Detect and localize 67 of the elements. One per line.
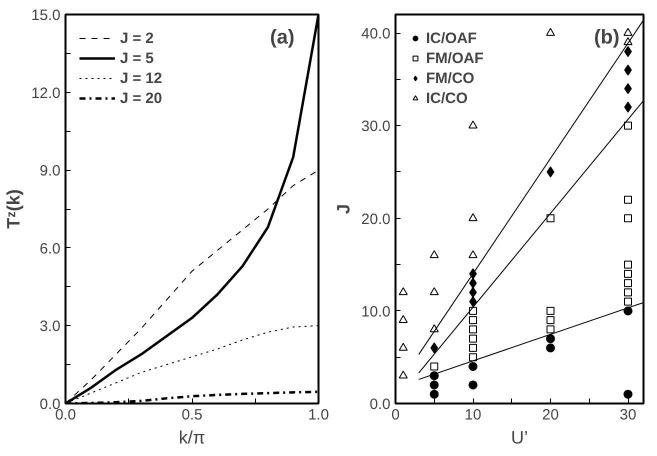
point <box>624 122 632 130</box>
y-tick-label: 20.0 <box>361 210 391 228</box>
point <box>398 342 408 351</box>
legend-label: FM/OAF <box>426 50 484 66</box>
legend-label: J = 2 <box>120 30 154 46</box>
y-tick-label: 12.0 <box>31 84 61 102</box>
point <box>468 213 478 222</box>
point <box>624 288 632 296</box>
point <box>468 120 478 128</box>
y-axis-title: J <box>333 204 354 214</box>
legend-label: IC/OAF <box>426 30 477 46</box>
point <box>624 279 632 288</box>
point <box>430 342 438 354</box>
point <box>546 306 554 315</box>
point <box>546 325 554 334</box>
y-tick-label: 30.0 <box>361 118 391 136</box>
point <box>624 28 632 36</box>
point <box>624 214 632 222</box>
annotation: (a) <box>270 26 295 48</box>
point <box>468 380 478 390</box>
legend-label: FM/CO <box>426 70 474 86</box>
legend-label: J = 5 <box>120 50 154 66</box>
point <box>624 390 632 399</box>
point <box>430 390 439 399</box>
x-tick-label: 20 <box>542 406 559 424</box>
point <box>430 287 439 296</box>
x-axis-title: k/π <box>178 428 206 448</box>
point <box>546 334 555 344</box>
y-tick-label: 9.0 <box>40 162 61 180</box>
point <box>430 380 439 390</box>
y-tick-label: 6.0 <box>40 240 61 258</box>
point <box>468 362 478 371</box>
point <box>546 28 555 36</box>
point <box>469 334 477 343</box>
y-tick-label: 0.0 <box>370 396 391 413</box>
x-axis-title: U’ <box>511 428 528 448</box>
x-tick-label: 0.5 <box>182 406 202 424</box>
point <box>624 260 632 269</box>
point <box>430 362 438 370</box>
point <box>624 270 632 278</box>
point <box>546 343 555 352</box>
point <box>624 196 632 204</box>
point <box>468 250 478 258</box>
point <box>469 316 477 324</box>
legend-label: J = 12 <box>120 70 162 86</box>
y-axis-title: Tᶻ(k) <box>3 189 24 229</box>
x-tick-label: 10 <box>464 406 482 424</box>
point <box>624 298 632 306</box>
x-tick-label: 0 <box>391 406 400 424</box>
point <box>398 315 408 323</box>
annotation: (b) <box>594 26 620 48</box>
legend-label: IC/CO <box>426 90 468 106</box>
point <box>398 370 408 379</box>
y-tick-label: 3.0 <box>40 318 61 336</box>
point <box>469 353 477 362</box>
legend-label: J = 20 <box>120 90 162 106</box>
x-tick-label: 30 <box>620 406 636 424</box>
x-tick-label: 1.0 <box>308 406 329 424</box>
y-tick-label: 15.0 <box>31 7 61 24</box>
point <box>398 287 408 296</box>
point <box>430 250 439 258</box>
point <box>546 214 554 222</box>
y-tick-label: 10.0 <box>361 303 391 320</box>
y-tick-label: 40.0 <box>361 26 391 43</box>
point <box>469 344 477 352</box>
point <box>546 316 554 324</box>
point <box>469 325 477 334</box>
